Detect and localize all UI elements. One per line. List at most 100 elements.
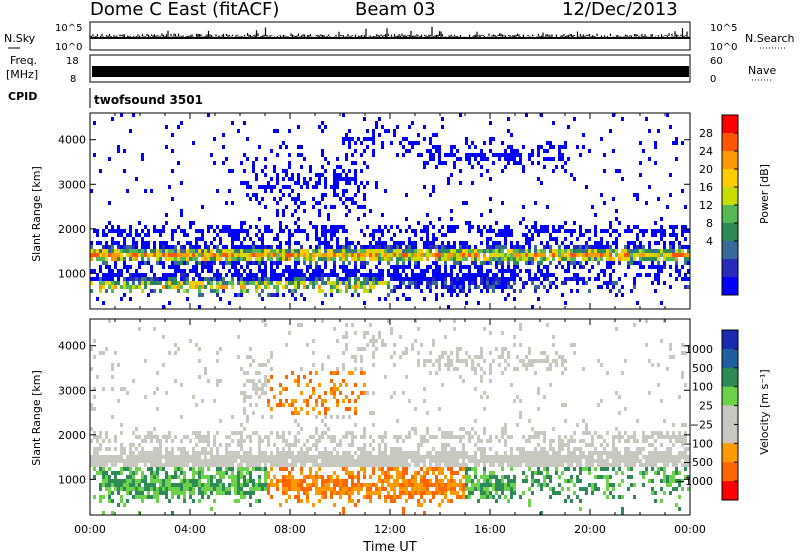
- velocity-cell: [528, 459, 531, 463]
- velocity-cell: [165, 391, 168, 395]
- velocity-cell: [288, 451, 291, 455]
- power-cell: [102, 245, 105, 249]
- power-cell: [360, 249, 363, 253]
- power-cell: [639, 173, 642, 177]
- power-cell: [117, 273, 120, 277]
- power-cell: [354, 269, 357, 273]
- power-cell: [495, 249, 498, 253]
- power-cell: [393, 277, 396, 281]
- power-cell: [669, 257, 672, 261]
- power-cell: [264, 205, 267, 209]
- power-cell: [474, 261, 477, 265]
- velocity-cell: [201, 451, 204, 455]
- velocity-cell: [216, 351, 219, 355]
- power-cell: [453, 289, 456, 293]
- velocity-cell: [372, 463, 375, 467]
- power-cell: [273, 249, 276, 253]
- power-cell: [357, 241, 360, 245]
- velocity-cell: [300, 447, 303, 451]
- power-cell: [639, 249, 642, 253]
- power-cell: [360, 141, 363, 145]
- velocity-cell: [498, 459, 501, 463]
- power-cell: [210, 261, 213, 265]
- power-cell: [639, 257, 642, 261]
- power-cell: [318, 237, 321, 241]
- velocity-cell: [387, 491, 390, 495]
- power-cell: [111, 245, 114, 249]
- velocity-cell: [489, 471, 492, 475]
- power-cell: [297, 249, 300, 253]
- power-cell: [222, 265, 225, 269]
- velocity-cell: [198, 471, 201, 475]
- velocity-cell: [345, 395, 348, 399]
- velocity-cell: [450, 455, 453, 459]
- power-cell: [378, 257, 381, 261]
- velocity-cell: [450, 435, 453, 439]
- power-cell: [261, 169, 264, 173]
- power-cell: [237, 257, 240, 261]
- power-cell: [264, 157, 267, 161]
- power-cell: [627, 265, 630, 269]
- velocity-cell: [249, 439, 252, 443]
- power-cell: [279, 225, 282, 229]
- power-cell: [243, 253, 246, 257]
- velocity-cell: [468, 479, 471, 483]
- power-cell: [450, 217, 453, 221]
- velocity-cell: [510, 455, 513, 459]
- power-cell: [561, 249, 564, 253]
- velocity-cell: [489, 447, 492, 451]
- velocity-cell: [405, 471, 408, 475]
- velocity-cell: [225, 471, 228, 475]
- velocity-cell: [561, 371, 564, 375]
- power-cell: [363, 185, 366, 189]
- power-cell: [282, 213, 285, 217]
- power-cell: [528, 257, 531, 261]
- velocity-cell: [120, 483, 123, 487]
- power-cell: [378, 281, 381, 285]
- power-cell: [114, 241, 117, 245]
- power-cell: [189, 269, 192, 273]
- power-cell: [387, 273, 390, 277]
- velocity-cell: [366, 491, 369, 495]
- velocity-cell: [312, 351, 315, 355]
- power-cell: [411, 121, 414, 125]
- power-cell: [195, 253, 198, 257]
- power-cell: [315, 233, 318, 237]
- power-cell: [201, 265, 204, 269]
- velocity-cell: [102, 351, 105, 355]
- power-cell: [372, 133, 375, 137]
- power-cell: [186, 241, 189, 245]
- velocity-cell: [552, 447, 555, 451]
- power-cell: [288, 129, 291, 133]
- velocity-cell: [195, 455, 198, 459]
- velocity-cell: [564, 479, 567, 483]
- power-cell: [546, 149, 549, 153]
- power-cell: [486, 169, 489, 173]
- power-cell: [276, 293, 279, 297]
- power-cell: [120, 249, 123, 253]
- power-cell: [129, 273, 132, 277]
- velocity-cell: [366, 451, 369, 455]
- power-cell: [141, 245, 144, 249]
- power-cell: [504, 269, 507, 273]
- velocity-cell: [357, 347, 360, 351]
- power-cell: [618, 277, 621, 281]
- velocity-cell: [420, 487, 423, 491]
- velocity-cell: [429, 455, 432, 459]
- power-cell: [180, 229, 183, 233]
- velocity-cell: [555, 451, 558, 455]
- velocity-cell: [441, 483, 444, 487]
- velocity-cell: [315, 483, 318, 487]
- velocity-cell: [294, 487, 297, 491]
- velocity-cell: [321, 475, 324, 479]
- power-cell: [564, 269, 567, 273]
- power-cell: [525, 257, 528, 261]
- velocity-cell: [258, 395, 261, 399]
- power-cell: [183, 289, 186, 293]
- power-cell: [216, 233, 219, 237]
- power-cell: [624, 245, 627, 249]
- power-cell: [468, 273, 471, 277]
- power-cell: [444, 265, 447, 269]
- power-cell: [249, 277, 252, 281]
